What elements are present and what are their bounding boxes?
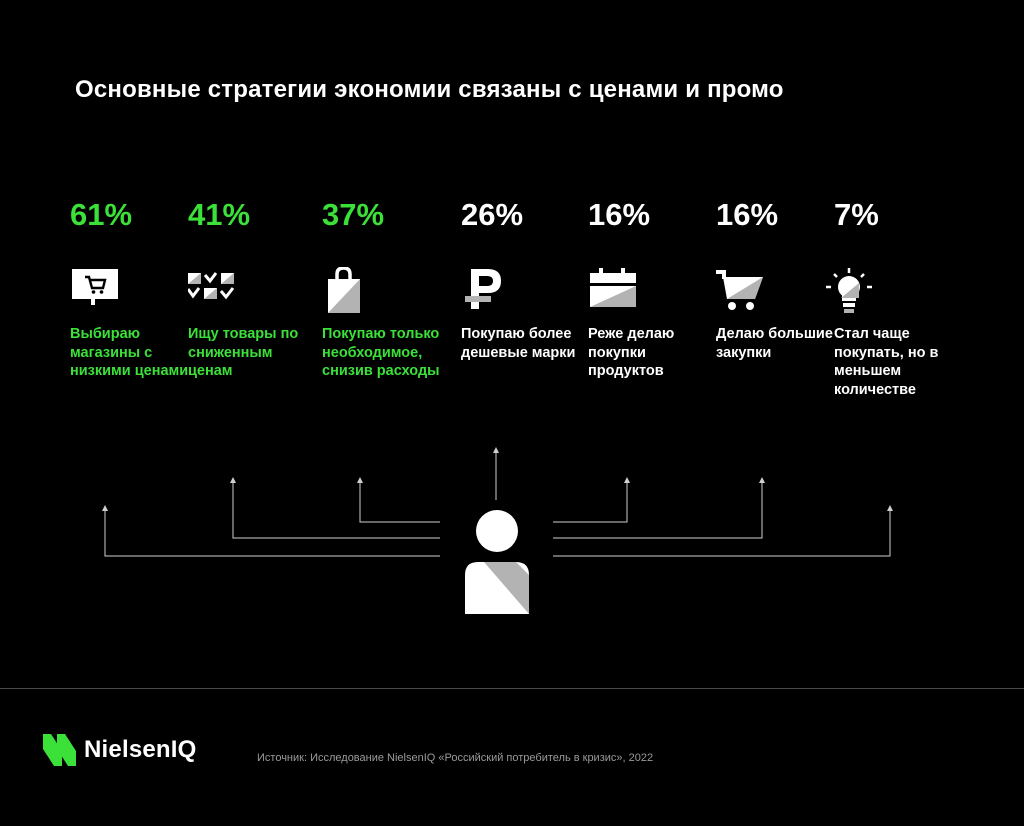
shopping-cart-icon [715,267,775,317]
stat-percent: 41% [188,197,251,232]
source-note: Источник: Исследование NielsenIQ «Россий… [257,752,654,764]
ruble-icon [463,267,523,317]
calendar-icon [588,267,648,317]
lightbulb-icon [825,267,885,317]
stat-label: Делаю большие закупки [716,326,833,361]
person-icon [462,510,532,621]
stat-percent: 37% [322,197,385,232]
page-title: Основные стратегии экономии связаны с це… [75,76,784,103]
stat-label: Стал чаще покупать, но в меньшем количес… [834,326,939,398]
stat-label: Покупаю более дешевые марки [461,326,576,361]
stat-label: Выбираю магазины с низкими ценами [70,326,189,380]
stat-necessities-only: 37% Покупаю только необходимое, снизив р… [322,195,452,379]
stat-label: Покупаю только необходимое, снизив расхо… [322,326,440,380]
brand-logo: NielsenIQ [42,733,197,767]
stat-cheaper-brands: 26% Покупаю более дешевые марки [461,195,591,361]
stat-smaller-quantities: 7% Стал чаще покупать, но в меньшем коли… [826,195,964,398]
stat-percent: 61% [70,197,133,232]
store-cart-icon [70,267,130,317]
stat-percent: 16% [716,197,779,232]
checklist-icon [188,267,248,317]
stat-percent: 16% [588,197,651,232]
stat-less-frequent: 16% Реже делаю покупки продуктов [588,195,718,379]
stat-percent: 26% [461,197,524,232]
shopping-bag-icon [324,267,384,317]
stat-bulk-purchases: 16% Делаю большие закупки [716,195,846,361]
stat-discounted-goods: 41% Ищу товары по сниженным ценам [188,195,318,379]
stat-low-price-stores: 61% Выбираю магазины с низкими ценами [70,195,200,379]
nielseniq-logo-icon [43,734,76,766]
brand-name: NielsenIQ [84,736,197,763]
stat-percent: 7% [834,197,879,232]
stat-label: Реже делаю покупки продуктов [588,326,675,380]
stat-label: Ищу товары по сниженным ценам [188,326,299,380]
footer-divider [0,688,1024,689]
